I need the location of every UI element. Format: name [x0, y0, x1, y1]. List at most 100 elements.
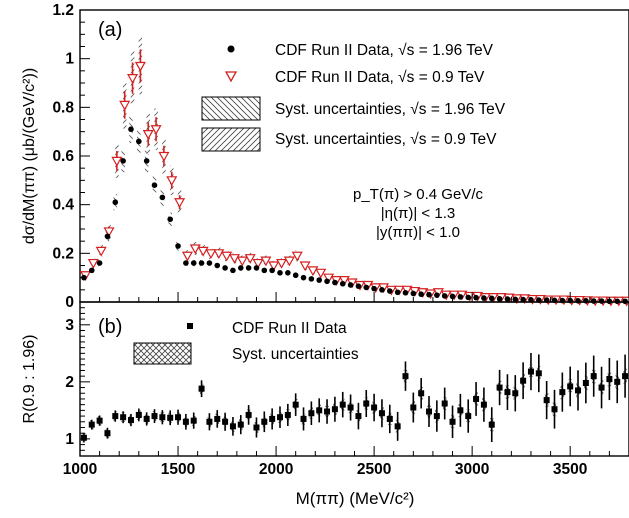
x-tick-label: 2500 [357, 461, 391, 478]
point-196 [88, 267, 95, 274]
point-196 [394, 289, 401, 296]
y-tick-label: 0.6 [52, 148, 74, 165]
legend-marker-196 [227, 45, 235, 53]
panel-b-ylabel: R(0.9 : 1.96) [21, 335, 38, 424]
panel-a: 0 0.2 0.4 0.6 0.8 1 1.2 (a) CDF Run II Data, √… [21, 2, 629, 311]
point-ratio [339, 401, 346, 408]
point-196 [190, 260, 197, 266]
panel-a-legend: CDF Run II Data, √s = 1.96 TeV CDF Run I… [201, 42, 506, 152]
point-196 [473, 294, 479, 301]
legend-label-196: CDF Run II Data, √s = 1.96 TeV [275, 42, 494, 59]
point-196 [402, 289, 409, 296]
point-196 [222, 265, 228, 271]
point-196 [198, 260, 205, 266]
point-196 [347, 282, 354, 288]
point-ratio [284, 411, 291, 418]
point-09 [283, 256, 295, 267]
y-tick-label: 1 [65, 431, 74, 448]
point-09 [244, 254, 256, 264]
point-ratio [308, 410, 315, 417]
point-ratio [496, 384, 503, 391]
point-ratio [371, 404, 378, 411]
point-196 [465, 294, 472, 301]
legend-syst-196-box [201, 96, 261, 121]
point-196 [598, 298, 605, 304]
point-196 [512, 296, 519, 303]
point-ratio [449, 418, 456, 425]
panel-a-xticks [79, 292, 629, 302]
point-196 [496, 296, 503, 302]
point-09 [205, 249, 217, 260]
point-ratio [441, 400, 448, 407]
point-ratio [590, 373, 597, 380]
point-ratio [206, 418, 213, 425]
point-ratio [96, 417, 103, 424]
point-09 [260, 256, 272, 267]
point-196 [575, 297, 581, 304]
point-ratio [324, 408, 331, 415]
point-ratio [214, 415, 221, 422]
point-ratio [292, 401, 299, 408]
point-09 [197, 246, 209, 257]
panel-b-data [80, 352, 629, 443]
point-ratio [175, 414, 182, 421]
x-tick-label: 2000 [259, 461, 293, 478]
point-09 [142, 130, 154, 140]
x-tick-labels: 1000 1500 2000 2500 3000 3500 [63, 461, 588, 478]
x-axis-label: M(ππ) (MeV/c²) [296, 489, 415, 508]
point-ratio [582, 379, 589, 386]
point-196 [363, 284, 370, 291]
cut-y: |y(ππ)| < 1.0 [376, 224, 460, 241]
point-196 [316, 277, 323, 283]
point-196 [96, 260, 103, 266]
cuts-annotation: p_T(π) > 0.4 GeV/c |η(π)| < 1.3 |y(ππ)| … [353, 186, 483, 241]
point-196 [590, 298, 597, 304]
point-09 [87, 258, 99, 269]
point-ratio [551, 406, 558, 413]
point-ratio [355, 413, 362, 420]
panel-b-xticks [79, 446, 629, 456]
point-ratio [402, 373, 409, 380]
point-ratio [418, 390, 425, 397]
point-196 [214, 262, 221, 269]
point-196 [622, 298, 628, 305]
point-196 [261, 267, 268, 274]
point-196 [175, 243, 181, 249]
point-196 [277, 270, 283, 276]
point-ratio [167, 414, 174, 421]
point-ratio [88, 421, 95, 428]
point-196 [324, 278, 330, 285]
point-ratio [598, 384, 605, 391]
legend-syst-ratio-box [133, 342, 192, 365]
point-ratio [300, 415, 307, 422]
point-ratio [127, 417, 134, 424]
point-ratio [222, 418, 229, 425]
point-196 [339, 280, 346, 287]
legend-marker-09 [224, 71, 238, 83]
y-tick-label: 0.8 [52, 99, 74, 116]
point-09 [323, 273, 335, 284]
point-ratio [143, 415, 150, 422]
panel-a-yticks: 0 0.2 0.4 0.6 0.8 1 1.2 [52, 2, 90, 311]
point-09 [252, 258, 264, 269]
point-09 [166, 176, 178, 187]
point-196 [386, 288, 393, 294]
y-tick-label: 3 [65, 317, 74, 334]
panel-b-frame [79, 301, 629, 457]
point-196 [441, 293, 448, 299]
point-196 [206, 260, 213, 266]
legend-label-09: CDF Run II Data, √s = 0.9 TeV [275, 69, 485, 86]
point-09 [158, 151, 170, 162]
point-196 [167, 216, 173, 223]
y-tick-label: 0.2 [52, 245, 74, 262]
point-ratio [151, 413, 158, 420]
point-09 [221, 251, 233, 262]
y-tick-label: 0.4 [52, 197, 74, 214]
y-tick-label: 1 [65, 51, 74, 68]
point-196 [426, 291, 432, 298]
point-09 [315, 268, 327, 279]
point-ratio [433, 413, 440, 420]
point-196 [332, 279, 338, 286]
point-196 [504, 296, 511, 302]
point-ratio [347, 404, 354, 411]
